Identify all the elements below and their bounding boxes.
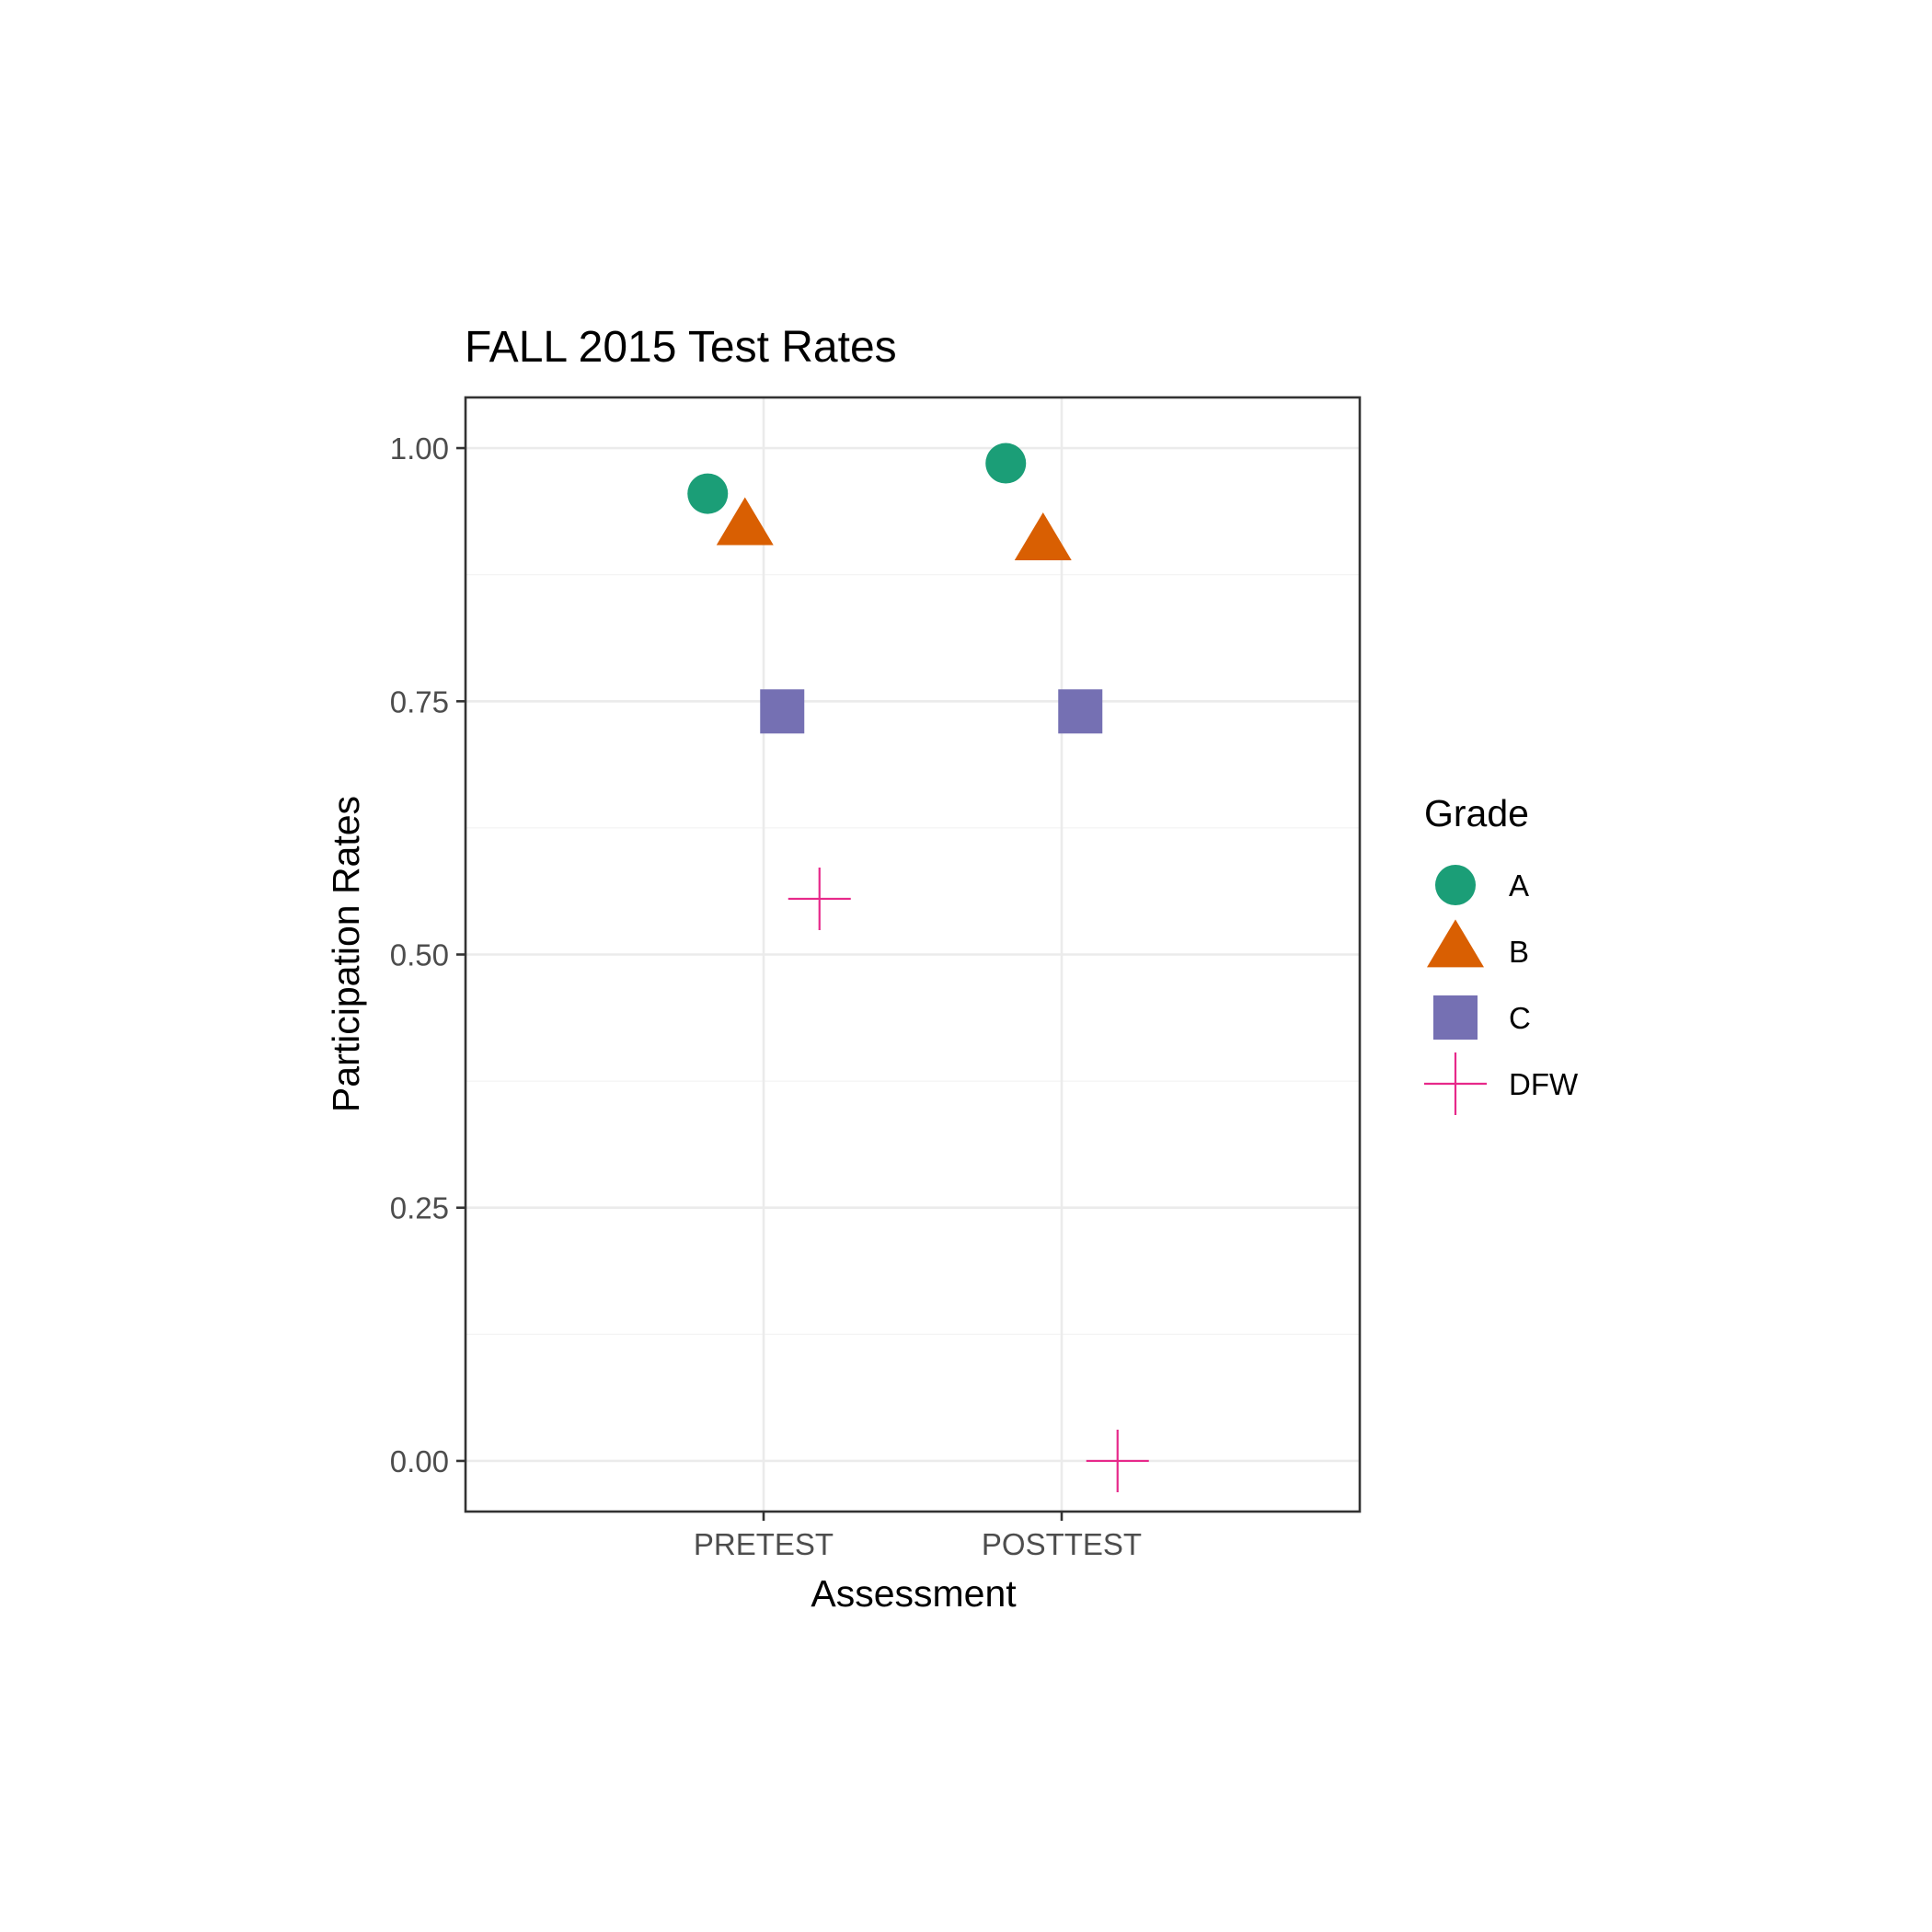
point-a-posttest [985,443,1027,484]
y-tick-label: 0.00 [390,1444,449,1478]
legend: Grade ABC DFW [1424,792,1579,1115]
point-b-pretest [716,497,774,546]
legend-label: DFW [1509,1067,1579,1101]
y-tick-label: 0.75 [390,684,449,719]
y-tick-label: 1.00 [390,431,449,466]
point-c-posttest [1058,689,1103,734]
x-tick-label-pretest: PRETEST [694,1527,834,1561]
point-c-pretest [760,689,805,734]
y-axis-title: Participation Rates [325,796,367,1112]
legend-item-dfw: DFW [1424,1052,1579,1115]
legend-key-a [1435,865,1476,905]
x-tick-label-posttest: POSTTEST [982,1527,1142,1561]
x-axis-title: Assessment [811,1572,1017,1615]
point-a-pretest [687,473,729,514]
point-dfw-pretest [788,867,851,930]
y-tick-label: 0.25 [390,1191,449,1225]
legend-key-b [1427,919,1484,968]
point-b-posttest [1014,512,1072,560]
legend-key-c [1433,995,1478,1040]
panel-border [464,396,1362,1513]
legend-title: Grade [1424,792,1529,834]
legend-key-dfw [1424,1052,1487,1115]
plot-panel: 0.00 0.25 0.50 0.75 1.00 PRETEST POSTTEST [390,396,1362,1561]
legend-item-c: C [1433,995,1531,1040]
y-tick-label: 0.50 [390,938,449,972]
point-dfw-posttest [1086,1429,1149,1492]
legend-item-b: B [1427,919,1529,969]
chart-title: FALL 2015 Test Rates [465,323,897,372]
legend-label: C [1509,1001,1531,1035]
legend-label: A [1509,868,1529,903]
legend-item-a: A [1435,865,1529,905]
legend-label: B [1509,935,1529,969]
